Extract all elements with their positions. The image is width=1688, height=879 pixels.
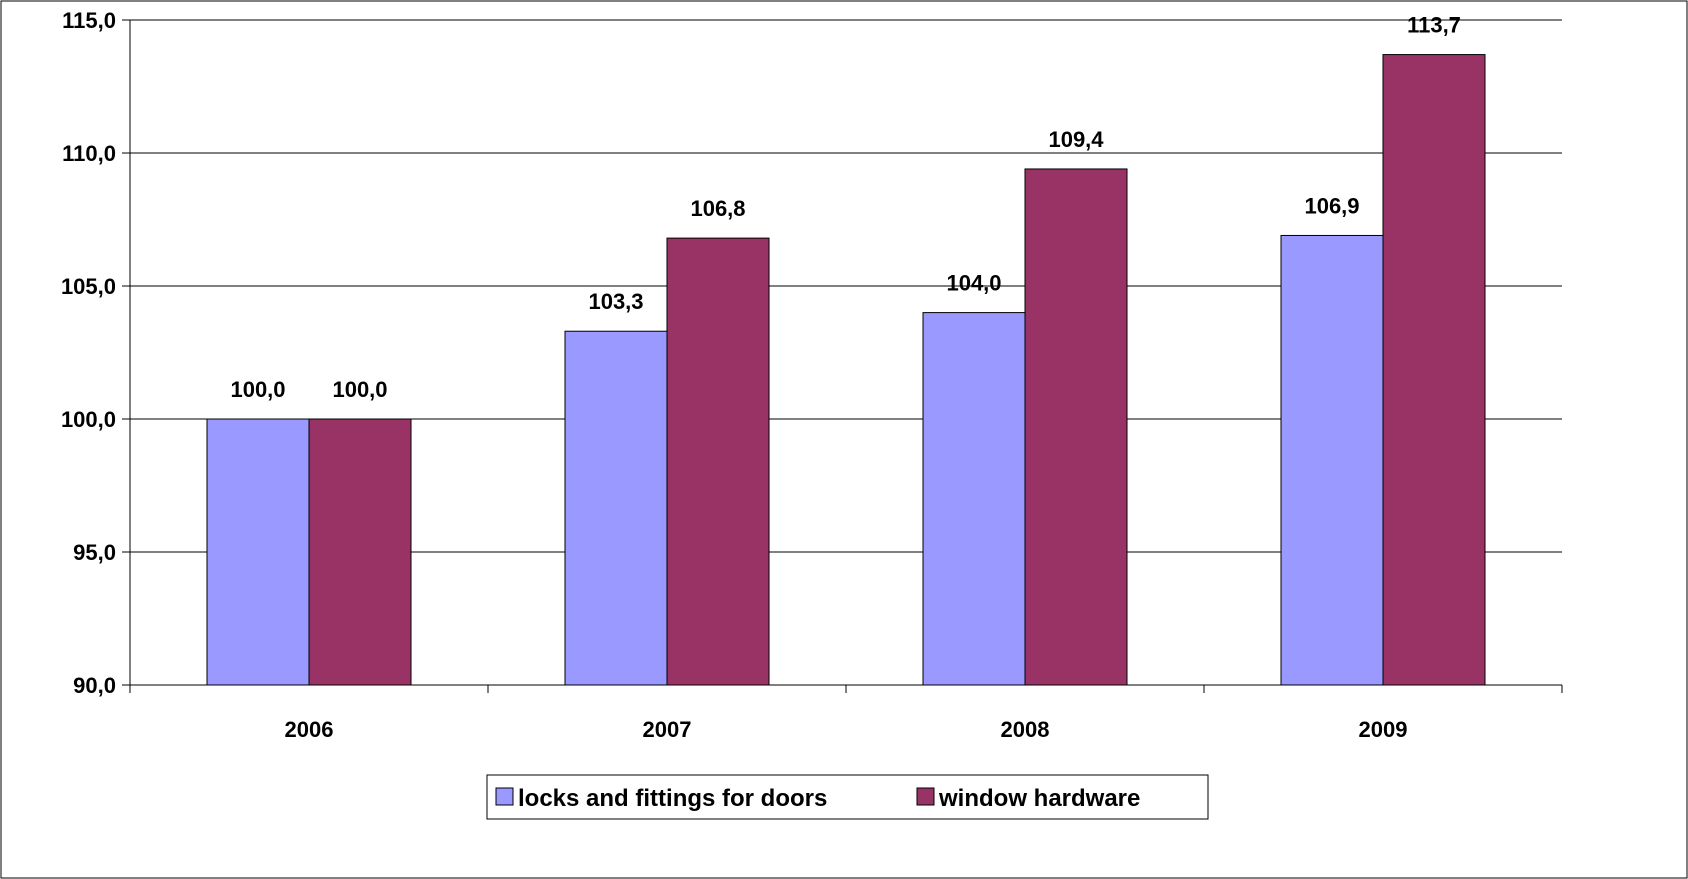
bars <box>206 54 1486 686</box>
y-tick-label: 105,0 <box>61 274 116 299</box>
y-tick-label: 100,0 <box>61 407 116 432</box>
data-label: 113,7 <box>1407 13 1461 38</box>
x-tick-label: 2008 <box>1001 717 1050 742</box>
data-label: 100,0 <box>230 377 285 402</box>
legend-swatch <box>916 787 935 806</box>
legend-swatch <box>495 787 514 806</box>
bar-2009-series-1 <box>1280 234 1384 686</box>
data-label: 104,0 <box>946 271 1001 296</box>
bar-2007-series-1 <box>564 330 668 686</box>
y-tick-label: 110,0 <box>62 141 116 166</box>
data-label: 100,0 <box>332 377 387 402</box>
labels: 90,0 95,0 100,0 105,0 110,0 115,0 100,0 100,0 20… <box>61 8 1461 742</box>
y-tick-label: 95,0 <box>73 540 116 565</box>
legend: locks and fittings for doors window hardw… <box>486 774 1209 820</box>
x-tick-label: 2007 <box>643 717 692 742</box>
legend-box <box>486 774 1209 820</box>
x-tick-label: 2009 <box>1359 717 1408 742</box>
y-tick-label: 115,0 <box>62 8 116 33</box>
data-label: 106,8 <box>690 196 745 221</box>
legend-label: locks and fittings for doors <box>518 785 827 812</box>
bar-2008-series-2 <box>1024 168 1128 686</box>
bar-2006-series-2 <box>308 418 412 686</box>
bar-2008-series-1 <box>922 312 1026 686</box>
bar-2007-series-2 <box>666 237 770 686</box>
bar-2009-series-2 <box>1382 54 1486 686</box>
x-tick-label: 2006 <box>285 717 334 742</box>
bar-2006-series-1 <box>206 418 310 686</box>
axes <box>122 19 1563 693</box>
data-label: 109,4 <box>1048 127 1104 152</box>
y-tick-label: 90,0 <box>73 673 116 698</box>
data-label: 103,3 <box>588 289 643 314</box>
legend-label: window hardware <box>938 785 1140 812</box>
data-label: 106,9 <box>1304 193 1359 218</box>
